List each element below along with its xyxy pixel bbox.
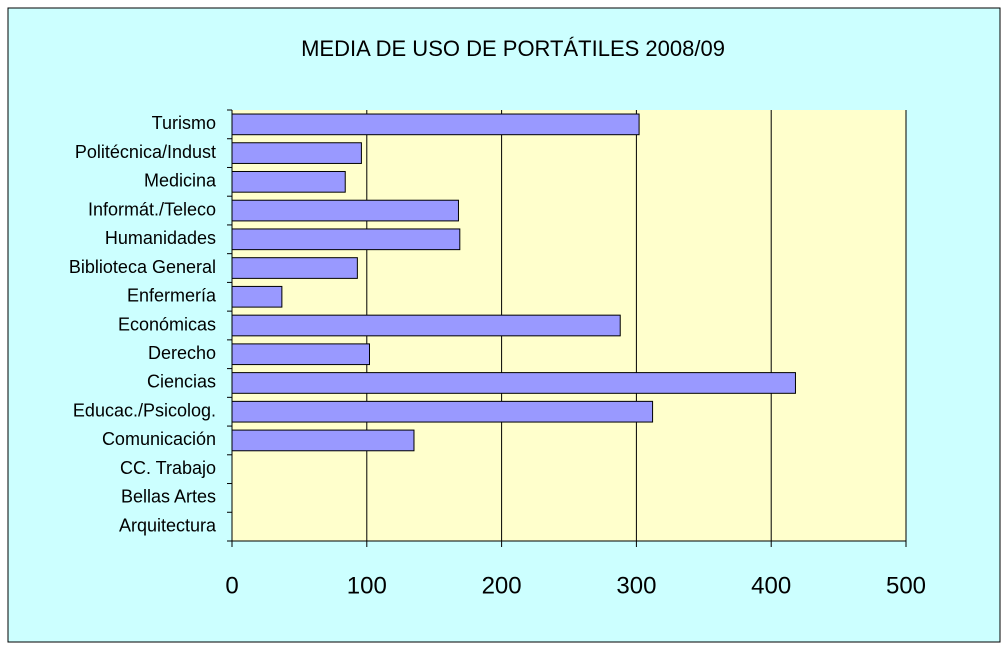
y-tick-label: Económicas [118,314,216,334]
bar [231,113,640,136]
x-tick-label: 300 [616,572,656,599]
y-tick-label: Educac./Psicolog. [73,400,216,420]
bar [231,199,459,222]
bar [231,429,415,452]
x-tick-label: 400 [751,572,791,599]
bar [231,314,621,337]
bar [231,285,283,308]
y-tick-label: Turismo [152,113,216,133]
y-tick-label: Derecho [148,343,216,363]
x-tick-label: 0 [225,572,238,599]
bar [231,142,362,164]
y-tick-label: Medicina [144,171,217,191]
bar [231,372,796,394]
y-tick-label: Politécnica/Indust [75,142,216,162]
y-tick-label: Enfermería [127,286,217,306]
bar [231,343,370,366]
bar [231,257,358,279]
bar [231,228,461,251]
y-tick-label: Bellas Artes [121,487,216,507]
y-tick-label: Ciencias [147,372,216,392]
chart-title: MEDIA DE USO DE PORTÁTILES 2008/09 [301,36,725,61]
x-tick-label: 100 [347,572,387,599]
bar [231,400,654,423]
bar [231,170,346,193]
y-tick-label: Arquitectura [119,515,217,535]
y-tick-label: Informát./Teleco [88,199,216,219]
x-tick-label: 200 [482,572,522,599]
x-tick-label: 500 [886,572,926,599]
y-tick-label: Biblioteca General [69,257,216,277]
y-tick-label: Comunicación [102,429,216,449]
y-tick-label: Humanidades [105,228,216,248]
y-tick-label: CC. Trabajo [120,458,216,478]
